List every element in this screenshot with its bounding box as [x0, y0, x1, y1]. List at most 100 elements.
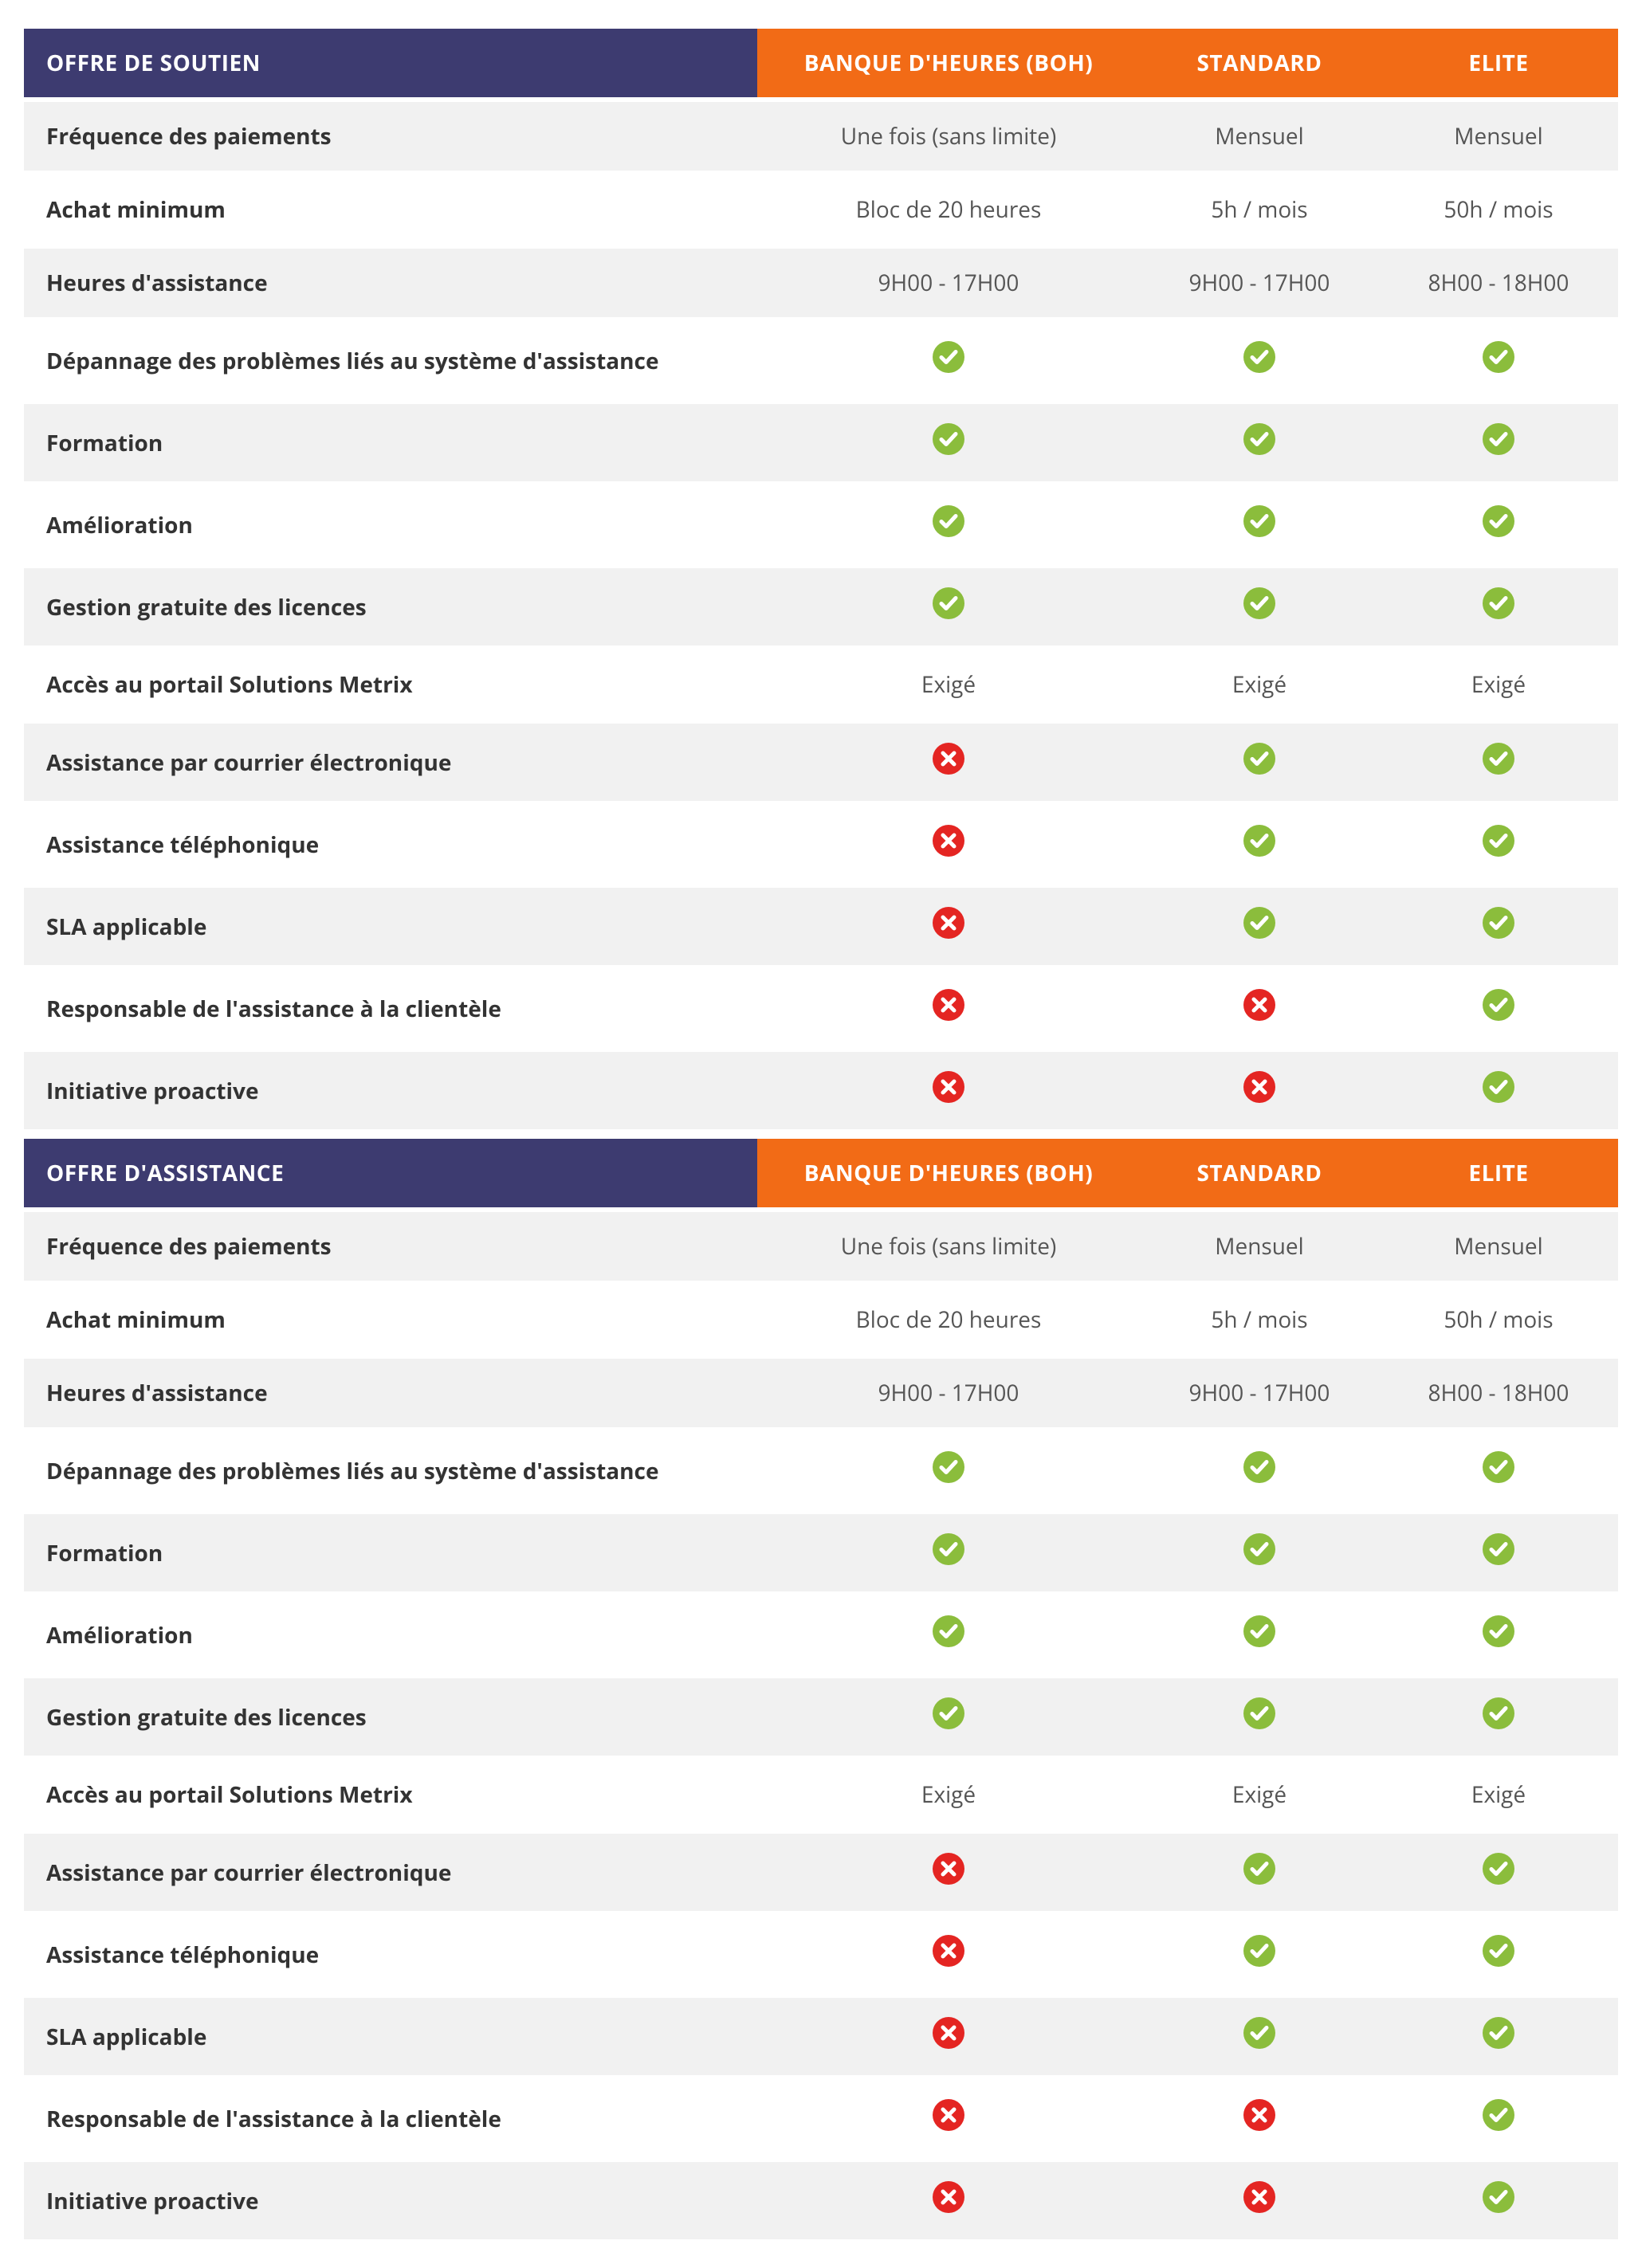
row-label-cell: Fréquence des paiements: [24, 1212, 757, 1281]
check-icon: [933, 1533, 964, 1565]
plan-header-cell: STANDARD: [1140, 1139, 1379, 1207]
row-value-cell: [1140, 1596, 1379, 1674]
row-value-cell: Mensuel: [1379, 102, 1618, 171]
cross-icon: [933, 2181, 964, 2213]
table-row: SLA applicable: [24, 1998, 1618, 2075]
row-value-cell: [757, 486, 1140, 563]
cross-icon: [933, 2099, 964, 2131]
pricing-table: OFFRE D'ASSISTANCEBANQUE D'HEURES (BOH)S…: [24, 1134, 1618, 2244]
table-header-row: OFFRE D'ASSISTANCEBANQUE D'HEURES (BOH)S…: [24, 1139, 1618, 1207]
check-icon: [1483, 1615, 1514, 1647]
check-icon: [1243, 423, 1275, 455]
row-value-cell: [1140, 486, 1379, 563]
plan-header-cell: BANQUE D'HEURES (BOH): [757, 1139, 1140, 1207]
row-value-cell: [1140, 1916, 1379, 1993]
row-label-cell: Amélioration: [24, 486, 757, 563]
row-value-cell: 8H00 - 18H00: [1379, 249, 1618, 317]
row-value-cell: [757, 404, 1140, 481]
table-row: Assistance téléphonique: [24, 1916, 1618, 1993]
table-row: Dépannage des problèmes liés au système …: [24, 322, 1618, 399]
check-icon: [1483, 2017, 1514, 2049]
check-icon: [1243, 505, 1275, 537]
cross-icon: [933, 825, 964, 857]
check-icon: [1483, 1533, 1514, 1565]
check-icon: [933, 423, 964, 455]
cross-icon: [933, 989, 964, 1021]
table-row: Gestion gratuite des licences: [24, 568, 1618, 645]
row-label-cell: Initiative proactive: [24, 2162, 757, 2239]
table-row: Assistance par courrier électronique: [24, 724, 1618, 801]
table-row: Achat minimumBloc de 20 heures5h / mois5…: [24, 1285, 1618, 1354]
row-label-cell: Responsable de l'assistance à la clientè…: [24, 2080, 757, 2157]
row-label-cell: SLA applicable: [24, 1998, 757, 2075]
row-value-cell: [757, 1052, 1140, 1129]
row-label-cell: Amélioration: [24, 1596, 757, 1674]
check-icon: [1483, 1853, 1514, 1885]
row-value-cell: [757, 2080, 1140, 2157]
table-row: Heures d'assistance9H00 - 17H009H00 - 17…: [24, 1359, 1618, 1427]
check-icon: [1243, 1935, 1275, 1967]
row-value-cell: [1140, 1514, 1379, 1591]
table-row: Formation: [24, 1514, 1618, 1591]
check-icon: [1243, 907, 1275, 939]
table-row: Dépannage des problèmes liés au système …: [24, 1432, 1618, 1509]
row-value-cell: Mensuel: [1379, 1212, 1618, 1281]
table-header-row: OFFRE DE SOUTIENBANQUE D'HEURES (BOH)STA…: [24, 29, 1618, 97]
row-value-cell: [1140, 2080, 1379, 2157]
row-value-cell: 9H00 - 17H00: [757, 249, 1140, 317]
row-value-cell: [1379, 2162, 1618, 2239]
cross-icon: [1243, 1071, 1275, 1103]
row-value-cell: [757, 806, 1140, 883]
row-label-cell: Heures d'assistance: [24, 249, 757, 317]
row-value-cell: [1379, 1834, 1618, 1911]
plan-header-cell: BANQUE D'HEURES (BOH): [757, 29, 1140, 97]
row-value-cell: 50h / mois: [1379, 1285, 1618, 1354]
row-value-cell: [1140, 568, 1379, 645]
row-label-cell: Achat minimum: [24, 175, 757, 244]
check-icon: [1243, 2017, 1275, 2049]
row-value-cell: [757, 322, 1140, 399]
check-icon: [1483, 2099, 1514, 2131]
check-icon: [1483, 907, 1514, 939]
check-icon: [1483, 1071, 1514, 1103]
row-label-cell: Assistance téléphonique: [24, 1916, 757, 1993]
check-icon: [1483, 423, 1514, 455]
plan-header-cell: STANDARD: [1140, 29, 1379, 97]
row-value-cell: [1379, 1998, 1618, 2075]
row-value-cell: [757, 1678, 1140, 1756]
cross-icon: [933, 1935, 964, 1967]
row-value-cell: [1140, 724, 1379, 801]
row-label-cell: Accès au portail Solutions Metrix: [24, 1760, 757, 1829]
row-value-cell: [1379, 2080, 1618, 2157]
row-value-cell: Exigé: [1140, 650, 1379, 719]
table-row: Responsable de l'assistance à la clientè…: [24, 2080, 1618, 2157]
row-value-cell: [757, 1834, 1140, 1911]
row-value-cell: [1140, 888, 1379, 965]
row-value-cell: Bloc de 20 heures: [757, 1285, 1140, 1354]
row-value-cell: [1379, 888, 1618, 965]
row-value-cell: 5h / mois: [1140, 175, 1379, 244]
row-value-cell: [1140, 1834, 1379, 1911]
check-icon: [1483, 743, 1514, 775]
check-icon: [1243, 825, 1275, 857]
check-icon: [933, 1697, 964, 1729]
row-label-cell: Assistance par courrier électronique: [24, 724, 757, 801]
check-icon: [933, 587, 964, 619]
table-row: Fréquence des paiementsUne fois (sans li…: [24, 1212, 1618, 1281]
table-row: Heures d'assistance9H00 - 17H009H00 - 17…: [24, 249, 1618, 317]
table-row: Assistance téléphonique: [24, 806, 1618, 883]
check-icon: [1243, 587, 1275, 619]
row-label-cell: Fréquence des paiements: [24, 102, 757, 171]
table-title-cell: OFFRE D'ASSISTANCE: [24, 1139, 757, 1207]
row-label-cell: Accès au portail Solutions Metrix: [24, 650, 757, 719]
row-value-cell: Mensuel: [1140, 1212, 1379, 1281]
table-row: Assistance par courrier électronique: [24, 1834, 1618, 1911]
cross-icon: [933, 2017, 964, 2049]
row-value-cell: Exigé: [1379, 650, 1618, 719]
row-value-cell: [757, 888, 1140, 965]
row-value-cell: [1140, 1998, 1379, 2075]
table-row: Accès au portail Solutions MetrixExigéEx…: [24, 1760, 1618, 1829]
table-row: Amélioration: [24, 1596, 1618, 1674]
row-value-cell: 9H00 - 17H00: [1140, 249, 1379, 317]
cross-icon: [1243, 989, 1275, 1021]
